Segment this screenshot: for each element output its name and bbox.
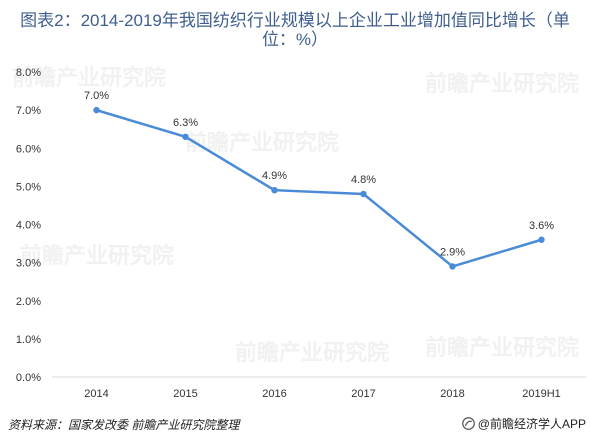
data-label: 7.0% [84, 90, 109, 102]
y-tick-label: 5.0% [16, 181, 41, 193]
source-note: 资料来源：国家发改委 前瞻产业研究院整理 [8, 418, 240, 432]
y-tick-label: 6.0% [16, 143, 41, 155]
y-tick-label: 1.0% [16, 334, 41, 346]
data-label: 6.3% [173, 117, 198, 129]
data-point [360, 190, 367, 198]
y-tick-label: 3.0% [16, 258, 41, 270]
data-point [271, 186, 278, 194]
y-tick-label: 0.0% [16, 372, 41, 384]
x-tick-label: 2019H1 [522, 388, 561, 400]
y-tick-label: 2.0% [16, 296, 41, 308]
brand-label: @前瞻经济学人APP [477, 417, 586, 431]
x-tick-label: 2014 [84, 388, 108, 400]
y-tick-label: 7.0% [16, 105, 41, 117]
data-point [93, 106, 100, 114]
qianzhan-logo-icon [461, 417, 475, 430]
data-point [449, 263, 456, 270]
series-line [96, 108, 542, 268]
data-label: 3.6% [529, 220, 554, 232]
data-label: 2.9% [440, 246, 465, 258]
data-label: 4.8% [351, 174, 376, 186]
data-point [182, 133, 189, 141]
x-tick-label: 2017 [351, 388, 375, 400]
chart-title: 图表2：2014-2019年我国纺织行业规模以上企业工业增加值同比增长（单位：%… [20, 11, 570, 49]
data-point [538, 236, 545, 243]
y-tick-label: 8.0% [16, 67, 41, 79]
x-tick-label: 2016 [262, 388, 286, 400]
x-tick-label: 2015 [173, 388, 197, 400]
brand-credit: @前瞻经济学人APP [461, 415, 586, 432]
data-label: 4.9% [262, 170, 287, 182]
y-tick-label: 4.0% [16, 220, 41, 232]
x-tick-label: 2018 [440, 388, 464, 400]
